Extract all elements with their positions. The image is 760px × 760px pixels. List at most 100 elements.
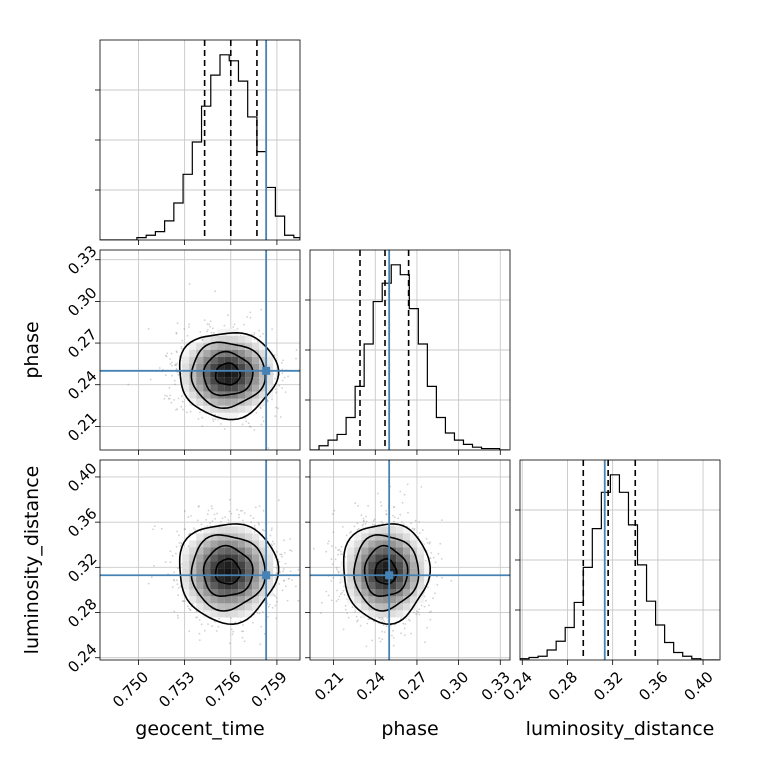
density-cell (182, 547, 190, 555)
sample-point (187, 516, 190, 519)
sample-point (238, 513, 240, 516)
density-cell (238, 370, 246, 378)
sample-point (362, 520, 365, 523)
density-cell (224, 398, 232, 406)
sample-point (359, 624, 362, 627)
density-cell (210, 398, 218, 406)
sample-point (433, 556, 435, 559)
density-cell (189, 349, 197, 357)
sample-point (175, 409, 177, 411)
panel-luminosity_distance-geocent_time (99, 459, 301, 661)
sample-point (413, 611, 415, 614)
sample-point (282, 580, 285, 582)
density-cell (389, 540, 397, 548)
sample-point (417, 611, 420, 614)
sample-point (343, 594, 346, 596)
density-cell (210, 391, 218, 399)
sample-point (450, 579, 453, 582)
density-cell (210, 349, 218, 357)
density-cell (210, 405, 218, 413)
sample-point (330, 558, 333, 561)
sample-point (371, 639, 374, 642)
sample-point (262, 333, 264, 335)
sample-point (275, 406, 277, 409)
sample-point (286, 599, 289, 602)
sample-point (422, 529, 424, 531)
density-cell (347, 540, 355, 548)
density-cell (231, 349, 239, 357)
density-cell (224, 589, 232, 597)
density-cell (382, 582, 390, 590)
density-cell (196, 582, 204, 590)
sample-point (418, 613, 421, 616)
sample-point (276, 600, 278, 603)
sample-point (281, 589, 284, 592)
density-cell (196, 554, 204, 562)
density-cell (368, 526, 376, 534)
density-cell (203, 533, 211, 541)
sample-point (272, 540, 274, 543)
density-cell (231, 554, 239, 562)
density-cell (266, 561, 274, 569)
sample-point (297, 599, 300, 602)
sample-point (249, 514, 252, 517)
sample-point (418, 532, 421, 534)
density-cell (417, 582, 425, 590)
sample-point (273, 543, 276, 545)
sample-point (418, 521, 421, 523)
density-cell (396, 561, 404, 569)
sample-point (404, 623, 407, 625)
density-cell (354, 540, 362, 548)
density-cell (210, 610, 218, 618)
sample-point (344, 604, 347, 607)
contour-level (202, 544, 254, 598)
sample-point (175, 331, 178, 334)
density-cell (238, 405, 246, 413)
scatter-layer (100, 250, 300, 450)
density-cell (259, 356, 267, 364)
sample-point (201, 338, 204, 341)
sample-point (229, 642, 231, 645)
density-cell (361, 540, 369, 548)
density-cell (354, 589, 362, 597)
density-cell (382, 533, 390, 541)
density-cell (217, 589, 225, 597)
density-cell (217, 610, 225, 618)
sample-point (392, 644, 395, 647)
density-cell (238, 582, 246, 590)
sample-point (428, 604, 430, 607)
sample-point (327, 594, 330, 597)
density-cell (396, 596, 404, 604)
density-cell (210, 384, 218, 392)
density-cell (189, 398, 197, 406)
density-cell (224, 547, 232, 555)
sample-point (440, 519, 443, 521)
sample-point (242, 519, 244, 522)
sample-point (253, 429, 256, 431)
density-cell (259, 377, 267, 385)
density-cell (252, 603, 260, 611)
density-cell (224, 412, 232, 420)
density-cell (417, 575, 425, 583)
density-cell (361, 582, 369, 590)
density-cell (238, 568, 246, 576)
sample-point (200, 530, 202, 533)
density-cell (252, 540, 260, 548)
sample-point (356, 620, 358, 623)
sample-point (295, 585, 297, 588)
sample-point (176, 408, 179, 410)
sample-point (183, 510, 186, 513)
sample-point (356, 528, 359, 531)
density-cell (375, 540, 383, 548)
y-tick-label: 0.21 (64, 409, 100, 445)
density-cell (231, 561, 239, 569)
sample-point (211, 327, 214, 330)
sample-point (281, 387, 283, 389)
histogram-step (520, 474, 719, 660)
sample-point (176, 322, 179, 324)
sample-point (270, 529, 273, 532)
density-cell (252, 554, 260, 562)
density-cell (252, 363, 260, 371)
sample-point (420, 486, 423, 488)
sample-point (338, 549, 341, 551)
